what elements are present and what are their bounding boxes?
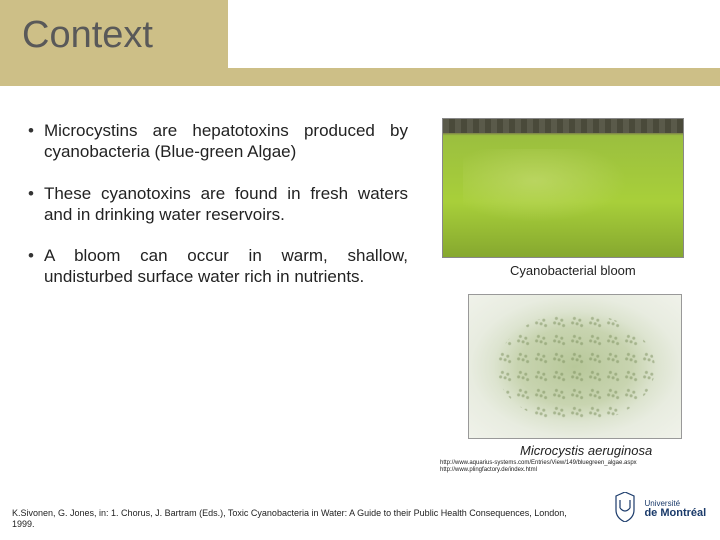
bullet-list: • Microcystins are hepatotoxins produced… [28,120,408,308]
caption-microcystis: Microcystis aeruginosa [520,443,652,458]
logo-icon [614,492,636,527]
bullet-icon: • [28,183,34,226]
bullet-item: • These cyanotoxins are found in fresh w… [28,183,408,226]
image-source-urls: http://www.aquarius-systems.com/Entries/… [440,460,637,474]
photo-microcystis [468,294,682,439]
url-line: http://www.aquarius-systems.com/Entries/… [440,460,637,467]
caption-bloom: Cyanobacterial bloom [510,263,636,278]
accent-band [0,68,720,86]
bullet-text: Microcystins are hepatotoxins produced b… [44,120,408,163]
slide-title: Context [22,14,153,57]
bullet-icon: • [28,120,34,163]
bullet-text: A bloom can occur in warm, shallow, undi… [44,245,408,288]
slide-header: Context [0,0,720,95]
logo-line2: de Montréal [644,508,706,519]
photo-bloom [442,118,684,258]
bullet-item: • A bloom can occur in warm, shallow, un… [28,245,408,288]
bullet-text: These cyanotoxins are found in fresh wat… [44,183,408,226]
university-logo: Université de Montréal [614,492,710,528]
url-line: http://www.plingfactory.de/index.html [440,467,637,474]
reference-citation: K.Sivonen, G. Jones, in: 1. Chorus, J. B… [12,508,572,530]
bullet-item: • Microcystins are hepatotoxins produced… [28,120,408,163]
logo-text: Université de Montréal [644,500,706,519]
bullet-icon: • [28,245,34,288]
